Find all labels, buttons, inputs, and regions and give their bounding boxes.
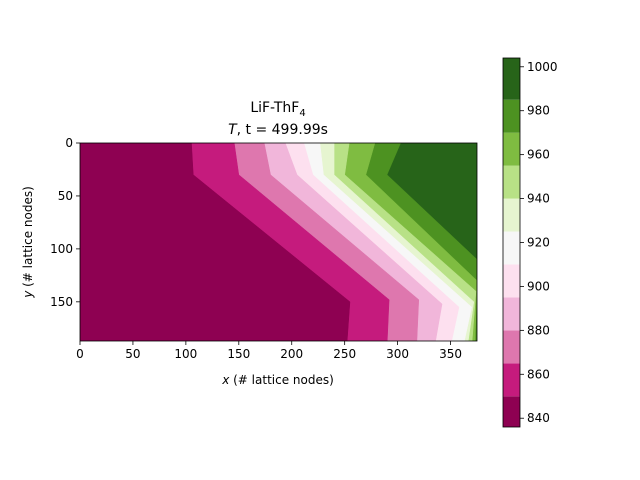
x-tick-label: 350 bbox=[439, 347, 462, 361]
colorbar bbox=[503, 58, 520, 427]
colorbar-segment bbox=[503, 396, 520, 427]
x-tick-label: 150 bbox=[227, 347, 250, 361]
colorbar-segment bbox=[503, 198, 520, 232]
colorbar-segment bbox=[503, 58, 520, 100]
x-tick-label: 100 bbox=[174, 347, 197, 361]
colorbar-segment bbox=[503, 165, 520, 199]
y-tick-label: 0 bbox=[65, 136, 73, 150]
x-tick-label: 250 bbox=[333, 347, 356, 361]
colorbar-segment bbox=[503, 363, 520, 397]
colorbar-tick-label: 1000 bbox=[527, 60, 558, 74]
y-tick-label: 50 bbox=[58, 189, 73, 203]
x-axis: 0 50 100 150 200 250 300 350 bbox=[76, 341, 462, 361]
colorbar-tick-label: 860 bbox=[527, 367, 550, 381]
chart-title-line1: LiF-ThF4 bbox=[250, 100, 305, 119]
colorbar-segment bbox=[503, 264, 520, 298]
colorbar-segment bbox=[503, 297, 520, 331]
colorbar-tick-label: 980 bbox=[527, 104, 550, 118]
colorbar-segment bbox=[503, 132, 520, 166]
colorbar-ticks: 840 860 880 900 920 940 960 980 1000 bbox=[520, 60, 558, 425]
x-tick-label: 300 bbox=[386, 347, 409, 361]
y-tick-label: 100 bbox=[50, 242, 73, 256]
colorbar-tick-label: 840 bbox=[527, 411, 550, 425]
x-tick-label: 50 bbox=[125, 347, 140, 361]
chart-title-line2: T, t = 499.99s bbox=[228, 122, 328, 138]
x-tick-label: 200 bbox=[280, 347, 303, 361]
y-tick-label: 150 bbox=[50, 295, 73, 309]
plot-frame bbox=[79, 142, 478, 342]
y-axis-label: y (# lattice nodes) bbox=[21, 186, 35, 299]
x-tick-label: 0 bbox=[76, 347, 84, 361]
colorbar-tick-label: 940 bbox=[527, 192, 550, 206]
colorbar-tick-label: 880 bbox=[527, 323, 550, 337]
colorbar-tick-label: 920 bbox=[527, 236, 550, 250]
colorbar-segment bbox=[503, 231, 520, 265]
colorbar-segment bbox=[503, 99, 520, 133]
colorbar-tick-label: 960 bbox=[527, 148, 550, 162]
contour-plot-area bbox=[80, 143, 477, 341]
colorbar-segment bbox=[503, 330, 520, 364]
y-axis: 0 50 100 150 bbox=[50, 136, 80, 309]
x-axis-label: x (# lattice nodes) bbox=[221, 373, 334, 387]
contour-band-0 bbox=[80, 143, 351, 341]
colorbar-tick-label: 900 bbox=[527, 279, 550, 293]
